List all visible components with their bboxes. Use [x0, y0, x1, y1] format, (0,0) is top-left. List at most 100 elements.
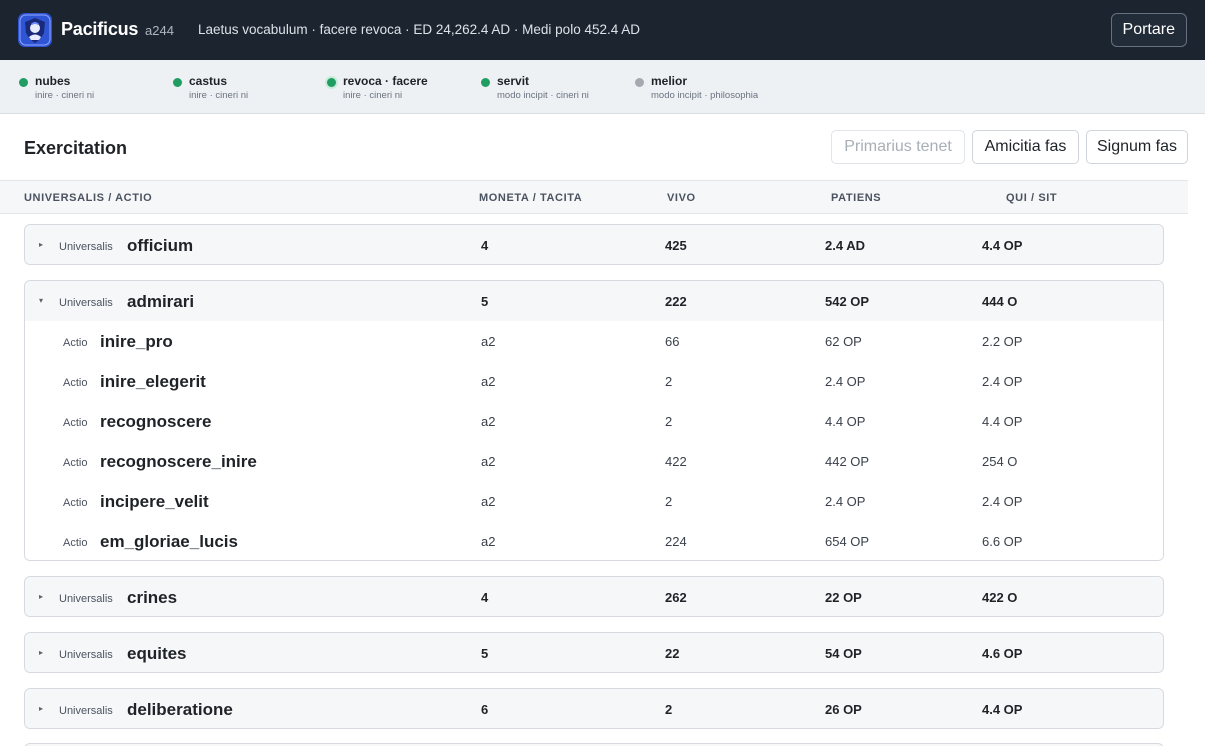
cell-patiens: 4.4 OP [825, 414, 866, 429]
cell-vivo: 224 [665, 534, 687, 549]
cell-vivo: 22 [665, 646, 680, 661]
row-name: deliberatione [127, 700, 233, 719]
group-row-admirari[interactable]: ▾ Universalis admirari 5 222 542 OP 444 … [25, 281, 1163, 321]
cell-moneta: a2 [481, 454, 496, 469]
row-name: inire_elegerit [100, 372, 206, 391]
row-name: incipere_velit [100, 492, 209, 511]
group-row-crines[interactable]: ▸ Universalis crines 4 262 22 OP 422 O [25, 577, 1163, 616]
shield-logo-icon[interactable] [18, 13, 52, 47]
app-id: a244 [145, 23, 174, 38]
cell-qui-sit: 4.4 OP [982, 414, 1023, 429]
row-kind: Universalis [59, 705, 113, 717]
cell-vivo: 262 [665, 590, 687, 605]
status-detail: inire · cineri ni [343, 90, 403, 101]
column-header-qui-sit[interactable]: QUI / SIT [1006, 192, 1058, 204]
status-detail: modo incipit · cineri ni [497, 90, 589, 101]
table-group: ▾ Universalis admirari 5 222 542 OP 444 … [24, 280, 1164, 561]
cell-patiens: 2.4 AD [825, 238, 865, 253]
top-bar: Pacificus a244 Laetus vocabulum · facere… [0, 0, 1205, 60]
status-item-servit[interactable]: servit modo incipit · cineri ni [481, 74, 589, 101]
cell-moneta: a2 [481, 414, 496, 429]
cell-qui-sit: 254 O [982, 454, 1018, 469]
cell-qui-sit: 4.4 OP [982, 238, 1023, 253]
row-name: admirari [127, 292, 195, 311]
status-item-nubes[interactable]: nubes inire · cineri ni [19, 74, 94, 101]
row-name: inire_pro [100, 332, 173, 351]
status-name: melior [651, 74, 688, 88]
row-kind: Actio [63, 377, 88, 389]
cell-patiens: 2.4 OP [825, 494, 866, 509]
cell-patiens: 442 OP [825, 454, 870, 469]
row-kind: Actio [63, 417, 88, 429]
group-row-deliberatione[interactable]: ▸ Universalis deliberatione 6 2 26 OP 4.… [25, 689, 1163, 728]
cell-moneta: 5 [481, 294, 489, 309]
cell-qui-sit: 2.4 OP [982, 374, 1023, 389]
status-detail: modo incipit · philosophia [651, 90, 759, 101]
action-row[interactable]: Actio recognoscere_inire a2 422 442 OP 2… [25, 441, 1163, 481]
status-dot-icon [173, 78, 182, 87]
column-header-universalis[interactable]: UNIVERSALIS / ACTIO [24, 192, 153, 204]
row-name: equites [127, 644, 187, 663]
group-row-officium[interactable]: ▸ Universalis officium 4 425 2.4 AD 4.4 … [25, 225, 1163, 264]
table-header: UNIVERSALIS / ACTIO MONETA / TACITA VIVO… [0, 180, 1188, 214]
amicitia-fas-button[interactable]: Amicitia fas [972, 130, 1079, 164]
row-name: em_gloriae_lucis [100, 532, 238, 551]
cell-patiens: 2.4 OP [825, 374, 866, 389]
row-kind: Actio [63, 537, 88, 549]
cell-qui-sit: 444 O [982, 294, 1018, 309]
portare-button[interactable]: Portare [1110, 13, 1187, 47]
status-dot-icon [327, 78, 336, 87]
cell-qui-sit: 2.4 OP [982, 494, 1023, 509]
status-bar: nubes inire · cineri ni castus inire · c… [0, 60, 1205, 114]
action-row[interactable]: Actio incipere_velit a2 2 2.4 OP 2.4 OP [25, 481, 1163, 521]
cell-moneta: a2 [481, 534, 496, 549]
cell-qui-sit: 4.4 OP [982, 702, 1023, 717]
cell-patiens: 26 OP [825, 702, 862, 717]
status-item-melior[interactable]: melior modo incipit · philosophia [635, 74, 759, 101]
table-group: ▸ Universalis deliberatione 6 2 26 OP 4.… [24, 688, 1164, 729]
status-name: nubes [35, 74, 71, 88]
row-kind: Actio [63, 337, 88, 349]
cell-qui-sit: 422 O [982, 590, 1018, 605]
caret-right-icon[interactable]: ▸ [39, 592, 44, 601]
status-detail: inire · cineri ni [189, 90, 249, 101]
row-kind: Universalis [59, 241, 113, 253]
column-header-moneta[interactable]: MONETA / TACITA [479, 192, 583, 204]
caret-right-icon[interactable]: ▸ [39, 648, 44, 657]
status-item-castus[interactable]: castus inire · cineri ni [173, 74, 249, 101]
action-row[interactable]: Actio inire_pro a2 66 62 OP 2.2 OP [25, 321, 1163, 361]
cell-patiens: 654 OP [825, 534, 870, 549]
cell-moneta: 4 [481, 590, 489, 605]
table-group: ▸ Universalis officium 4 425 2.4 AD 4.4 … [24, 224, 1164, 265]
row-name: officium [127, 236, 194, 255]
row-kind: Actio [63, 457, 88, 469]
cell-vivo: 425 [665, 238, 687, 253]
column-header-patiens[interactable]: PATIENS [831, 192, 882, 204]
app-title: Pacificus [61, 19, 139, 39]
action-row[interactable]: Actio inire_elegerit a2 2 2.4 OP 2.4 OP [25, 361, 1163, 401]
status-item-revoca-facere[interactable]: revoca · facere inire · cineri ni [327, 74, 428, 101]
caret-right-icon[interactable]: ▸ [39, 240, 44, 249]
column-header-vivo[interactable]: VIVO [667, 192, 696, 204]
cell-vivo: 66 [665, 334, 680, 349]
row-kind: Universalis [59, 593, 113, 605]
cell-moneta: 5 [481, 646, 489, 661]
section-title: Exercitation [24, 138, 128, 158]
row-kind: Actio [63, 497, 88, 509]
cell-vivo: 222 [665, 294, 687, 309]
cell-qui-sit: 4.6 OP [982, 646, 1023, 661]
cell-moneta: a2 [481, 334, 496, 349]
status-name: servit [497, 74, 530, 88]
action-row[interactable]: Actio recognoscere a2 2 4.4 OP 4.4 OP [25, 401, 1163, 441]
action-row[interactable]: Actio em_gloriae_lucis a2 224 654 OP 6.6… [25, 521, 1163, 560]
group-row-equites[interactable]: ▸ Universalis equites 5 22 54 OP 4.6 OP [25, 633, 1163, 672]
caret-right-icon[interactable]: ▸ [39, 704, 44, 713]
status-dot-icon [635, 78, 644, 87]
caret-down-icon[interactable]: ▾ [39, 296, 44, 305]
status-name: castus [189, 74, 228, 88]
cell-qui-sit: 6.6 OP [982, 534, 1023, 549]
primarius-tenet-button[interactable]: Primarius tenet [831, 130, 965, 164]
signum-fas-button[interactable]: Signum fas [1086, 130, 1188, 164]
status-name: revoca · facere [343, 74, 428, 88]
cell-patiens: 62 OP [825, 334, 862, 349]
